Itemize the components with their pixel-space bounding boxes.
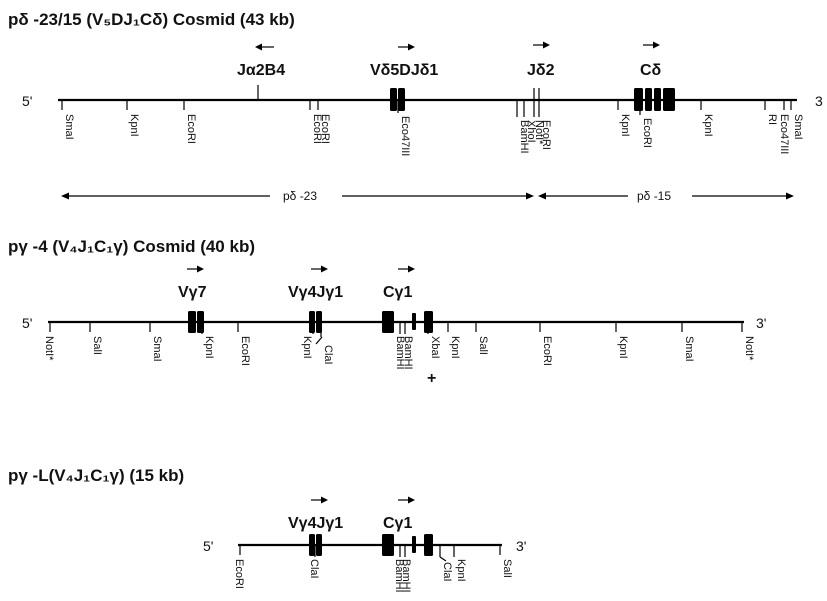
subclone-span-pdelta-15: pδ -15	[538, 189, 794, 203]
exon-box	[188, 311, 196, 333]
site-label: EcoRI	[541, 336, 553, 366]
exon-box	[663, 88, 675, 111]
site-label: Eco47III	[399, 116, 411, 156]
site-label: XbaI	[429, 336, 441, 359]
site-label: NotI*	[743, 336, 755, 361]
three-prime-end: 3'	[756, 315, 766, 331]
exon-box	[309, 311, 315, 333]
gene-label-vgamma4jgamma1: Vγ4Jγ1	[288, 284, 343, 301]
exon-box	[309, 534, 315, 556]
site-label: EcoRI	[233, 559, 245, 589]
site-label: SalI	[501, 559, 513, 578]
gene-label-cgamma1: Cγ1	[383, 515, 412, 532]
gene-label-vdelta5djdelta1: Vδ5DJδ1	[370, 62, 438, 79]
site-label: EcoRI	[239, 336, 251, 366]
site-label: BamHI	[394, 336, 406, 370]
direction-arrow-right	[533, 41, 550, 49]
site-label: BamHI	[400, 559, 412, 593]
exon-box	[634, 88, 643, 111]
restriction-ticks	[239, 545, 501, 562]
map-pdelta-cosmid: pδ -23/15 (V₅DJ₁Cδ) Cosmid (43 kb) Jα2B4…	[8, 10, 823, 203]
site-label: EcoRI	[311, 114, 323, 144]
site-label: SmaI	[792, 114, 804, 140]
five-prime-end: 5'	[203, 538, 213, 554]
site-label: KpnI	[449, 336, 461, 359]
exon-box	[412, 536, 416, 553]
three-prime-end: 3	[815, 93, 823, 109]
five-prime-end: 5'	[22, 315, 32, 331]
exon-box	[382, 534, 394, 556]
site-label: SalI	[477, 336, 489, 355]
exon-box	[390, 88, 397, 111]
site-label: EcoRI	[641, 118, 653, 148]
site-label: SalI	[91, 336, 103, 355]
exon-box	[398, 88, 405, 111]
site-label: KpnI	[203, 336, 215, 359]
site-label: SmaI	[683, 336, 695, 362]
subclone-span-pdelta-23: pδ -23	[61, 189, 534, 203]
site-label: NotI*	[43, 336, 55, 361]
map-title: pγ -L(V₄J₁C₁γ) (15 kb)	[8, 466, 184, 485]
gene-label-cdelta: Cδ	[640, 62, 662, 79]
direction-arrow-right	[398, 496, 415, 504]
gene-label-vgamma7: Vγ7	[178, 284, 207, 301]
direction-arrow-right	[398, 265, 415, 273]
site-label: EcoRI	[319, 114, 331, 144]
restriction-ticks	[61, 88, 792, 117]
five-prime-end: 5'	[22, 93, 32, 109]
site-label: SmaI	[151, 336, 163, 362]
exon-box	[424, 534, 433, 556]
site-label: KpnI	[128, 114, 140, 137]
site-label: KpnI	[301, 336, 313, 359]
exon-box	[645, 88, 652, 111]
exon-box	[412, 313, 416, 330]
direction-arrow-right	[398, 43, 415, 51]
site-label: RI	[766, 114, 778, 125]
map-title: pγ -4 (V₄J₁C₁γ) Cosmid (40 kb)	[8, 237, 255, 256]
site-label: BamHI	[393, 559, 405, 593]
site-label: NotI*	[533, 120, 545, 145]
gene-label-jalpha2b4: Jα2B4	[237, 62, 285, 79]
restriction-ticks	[49, 322, 743, 345]
site-label: KpnI	[617, 336, 629, 359]
direction-arrow-right	[187, 265, 204, 273]
site-label: SmaI	[63, 114, 75, 140]
subclone-label: pδ -23	[283, 189, 317, 203]
gene-label-vgamma4jgamma1: Vγ4Jγ1	[288, 515, 343, 532]
site-label: XhoI	[525, 120, 537, 143]
site-label: ClaI	[322, 345, 334, 365]
exon-box	[382, 311, 394, 333]
site-label: EcoRI	[540, 120, 552, 150]
exon-box	[197, 311, 204, 333]
direction-arrow-right	[311, 265, 328, 273]
site-label: KpnI	[455, 559, 467, 582]
site-label: Eco47III	[778, 114, 790, 154]
site-label: BamHI	[402, 336, 414, 370]
site-label: ClaI	[308, 559, 320, 579]
gene-label-cgamma1: Cγ1	[383, 284, 412, 301]
map-title: pδ -23/15 (V₅DJ₁Cδ) Cosmid (43 kb)	[8, 10, 295, 29]
direction-arrow-left	[255, 43, 274, 51]
map-pgamma-l-clone: pγ -L(V₄J₁C₁γ) (15 kb) Vγ4Jγ1 Cγ1 5' 3'	[8, 466, 526, 593]
site-label: EcoRI	[185, 114, 197, 144]
site-label: KpnI	[702, 114, 714, 137]
site-label: KpnI	[619, 114, 631, 137]
direction-arrow-right	[311, 496, 328, 504]
subclone-label: pδ -15	[637, 189, 671, 203]
three-prime-end: 3'	[516, 538, 526, 554]
gene-label-jdelta2: Jδ2	[527, 62, 555, 79]
map-pgamma4-cosmid: pγ -4 (V₄J₁C₁γ) Cosmid (40 kb) Vγ7 Vγ4Jγ…	[8, 237, 766, 387]
exon-box	[316, 534, 322, 556]
xbai-marker: +	[427, 370, 436, 387]
direction-arrow-right	[643, 41, 660, 49]
exon-box	[654, 88, 661, 111]
site-label: BamHI	[518, 120, 530, 154]
site-label: ClaI	[441, 562, 453, 582]
